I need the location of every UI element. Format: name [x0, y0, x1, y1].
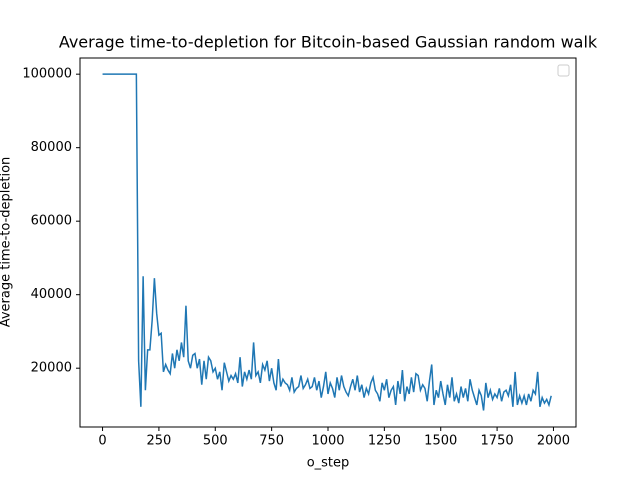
plot-frame: [79, 57, 577, 428]
x-tick-label: 1250: [368, 434, 401, 449]
x-tick-label: 250: [146, 434, 171, 449]
y-tick-label: 40000: [31, 287, 72, 302]
x-tick-label: 0: [98, 434, 106, 449]
y-tick-label: 20000: [31, 361, 72, 376]
chart-title: Average time-to-depletion for Bitcoin-ba…: [59, 33, 598, 52]
y-axis-label: Average time-to-depletion: [0, 157, 14, 328]
x-tick-label: 1500: [424, 434, 457, 449]
x-tick-label: 1000: [311, 434, 344, 449]
data-line: [102, 73, 552, 411]
x-tick-label: 1750: [481, 434, 514, 449]
x-axis-label: o_step: [307, 456, 350, 471]
x-tick-label: 2000: [537, 434, 570, 449]
y-tick-label: 100000: [22, 67, 72, 82]
legend-box: [557, 64, 570, 77]
y-tick-label: 80000: [31, 140, 72, 155]
x-tick-label: 500: [203, 434, 228, 449]
y-tick-label: 60000: [31, 214, 72, 229]
x-tick-label: 750: [259, 434, 284, 449]
